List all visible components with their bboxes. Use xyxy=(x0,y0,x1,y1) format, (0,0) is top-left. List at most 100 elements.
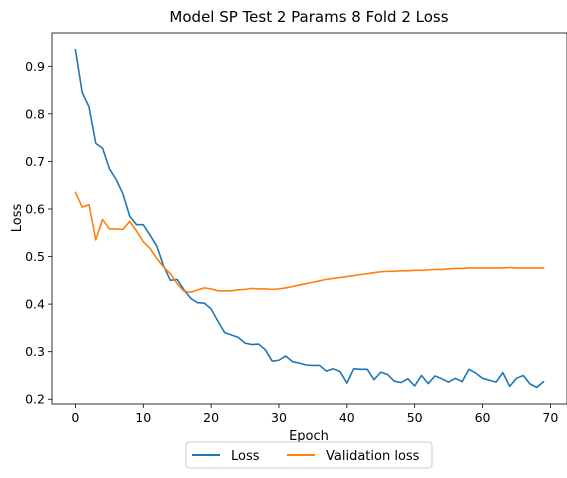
data-point-loss xyxy=(373,379,375,381)
data-point-validation-loss xyxy=(258,288,260,290)
data-point-loss xyxy=(441,378,443,380)
data-point-validation-loss xyxy=(516,267,518,269)
data-point-validation-loss xyxy=(305,283,307,285)
data-point-validation-loss xyxy=(488,267,490,269)
data-point-loss xyxy=(461,381,463,383)
data-point-loss xyxy=(217,320,219,322)
data-point-loss xyxy=(482,377,484,379)
data-point-validation-loss xyxy=(122,229,124,231)
plot-area xyxy=(52,33,567,404)
data-point-loss xyxy=(108,168,110,170)
data-point-loss xyxy=(543,381,545,383)
data-point-validation-loss xyxy=(156,258,158,260)
data-point-loss xyxy=(427,383,429,385)
data-point-validation-loss xyxy=(183,290,185,292)
x-tick-label: 70 xyxy=(542,410,558,425)
data-point-loss xyxy=(434,375,436,377)
data-point-validation-loss xyxy=(142,241,144,243)
data-point-loss xyxy=(285,355,287,357)
data-point-loss xyxy=(359,368,361,370)
data-point-validation-loss xyxy=(271,288,273,290)
data-point-validation-loss xyxy=(475,267,477,269)
data-point-validation-loss xyxy=(373,272,375,274)
data-point-validation-loss xyxy=(366,273,368,275)
data-point-loss xyxy=(387,374,389,376)
data-point-validation-loss xyxy=(244,288,246,290)
data-point-loss xyxy=(319,365,321,367)
y-tick-label: 0.4 xyxy=(25,297,45,312)
y-tick-label: 0.8 xyxy=(25,106,45,121)
data-point-validation-loss xyxy=(461,268,463,270)
data-point-loss xyxy=(529,383,531,385)
data-point-validation-loss xyxy=(332,278,334,280)
data-point-loss xyxy=(149,234,151,236)
x-tick-label: 20 xyxy=(203,410,219,425)
data-point-validation-loss xyxy=(210,288,212,290)
data-point-loss xyxy=(488,379,490,381)
data-point-validation-loss xyxy=(522,267,524,269)
data-point-loss xyxy=(203,302,205,304)
data-point-validation-loss xyxy=(359,274,361,276)
data-point-loss xyxy=(244,342,246,344)
data-point-validation-loss xyxy=(285,287,287,289)
data-point-loss xyxy=(393,380,395,382)
data-point-validation-loss xyxy=(149,248,151,250)
data-point-validation-loss xyxy=(454,268,456,270)
data-point-loss xyxy=(129,215,131,217)
data-point-loss xyxy=(176,278,178,280)
data-point-loss xyxy=(502,372,504,374)
data-point-validation-loss xyxy=(448,268,450,270)
data-point-loss xyxy=(102,147,104,149)
y-tick-label: 0.7 xyxy=(25,154,45,169)
data-point-validation-loss xyxy=(298,284,300,286)
data-point-validation-loss xyxy=(414,269,416,271)
data-point-validation-loss xyxy=(163,266,165,268)
data-point-validation-loss xyxy=(468,267,470,269)
y-axis: 0.2 0.3 0.4 0.5 0.6 0.7 0.8 0.9 xyxy=(25,59,52,407)
data-point-validation-loss xyxy=(312,281,314,283)
y-tick-label: 0.9 xyxy=(25,59,45,74)
data-point-loss xyxy=(136,224,138,226)
x-tick-label: 30 xyxy=(271,410,287,425)
data-point-loss xyxy=(353,368,355,370)
data-point-validation-loss xyxy=(217,290,219,292)
data-point-loss xyxy=(516,377,518,379)
data-point-loss xyxy=(298,362,300,364)
x-tick-label: 40 xyxy=(339,410,355,425)
series-line-validation-loss xyxy=(74,191,545,294)
data-point-loss xyxy=(339,371,341,373)
data-point-validation-loss xyxy=(353,275,355,277)
data-point-validation-loss xyxy=(529,267,531,269)
data-point-loss xyxy=(278,359,280,361)
data-point-loss xyxy=(258,343,260,345)
data-point-loss xyxy=(190,298,192,300)
data-point-validation-loss xyxy=(81,206,83,208)
data-point-validation-loss xyxy=(265,288,267,290)
data-point-validation-loss xyxy=(75,191,77,193)
data-point-validation-loss xyxy=(543,267,545,269)
data-point-validation-loss xyxy=(427,269,429,271)
data-point-validation-loss xyxy=(509,267,511,269)
data-point-validation-loss xyxy=(339,277,341,279)
data-point-loss xyxy=(271,360,273,362)
data-point-loss xyxy=(380,371,382,373)
data-point-validation-loss xyxy=(495,267,497,269)
x-tick-label: 60 xyxy=(475,410,491,425)
x-tick-label: 10 xyxy=(135,410,151,425)
data-point-validation-loss xyxy=(482,267,484,269)
data-point-validation-loss xyxy=(278,288,280,290)
data-point-validation-loss xyxy=(108,228,110,230)
y-tick-label: 0.3 xyxy=(25,344,45,359)
data-point-loss xyxy=(407,378,409,380)
data-point-loss xyxy=(237,337,239,339)
data-point-validation-loss xyxy=(251,288,253,290)
series-layer xyxy=(74,48,545,389)
data-point-loss xyxy=(197,302,199,304)
data-point-validation-loss xyxy=(115,228,117,230)
data-point-validation-loss xyxy=(346,276,348,278)
series-line-loss xyxy=(74,48,545,389)
data-point-loss xyxy=(312,365,314,367)
data-point-loss xyxy=(346,382,348,384)
data-point-validation-loss xyxy=(441,268,443,270)
